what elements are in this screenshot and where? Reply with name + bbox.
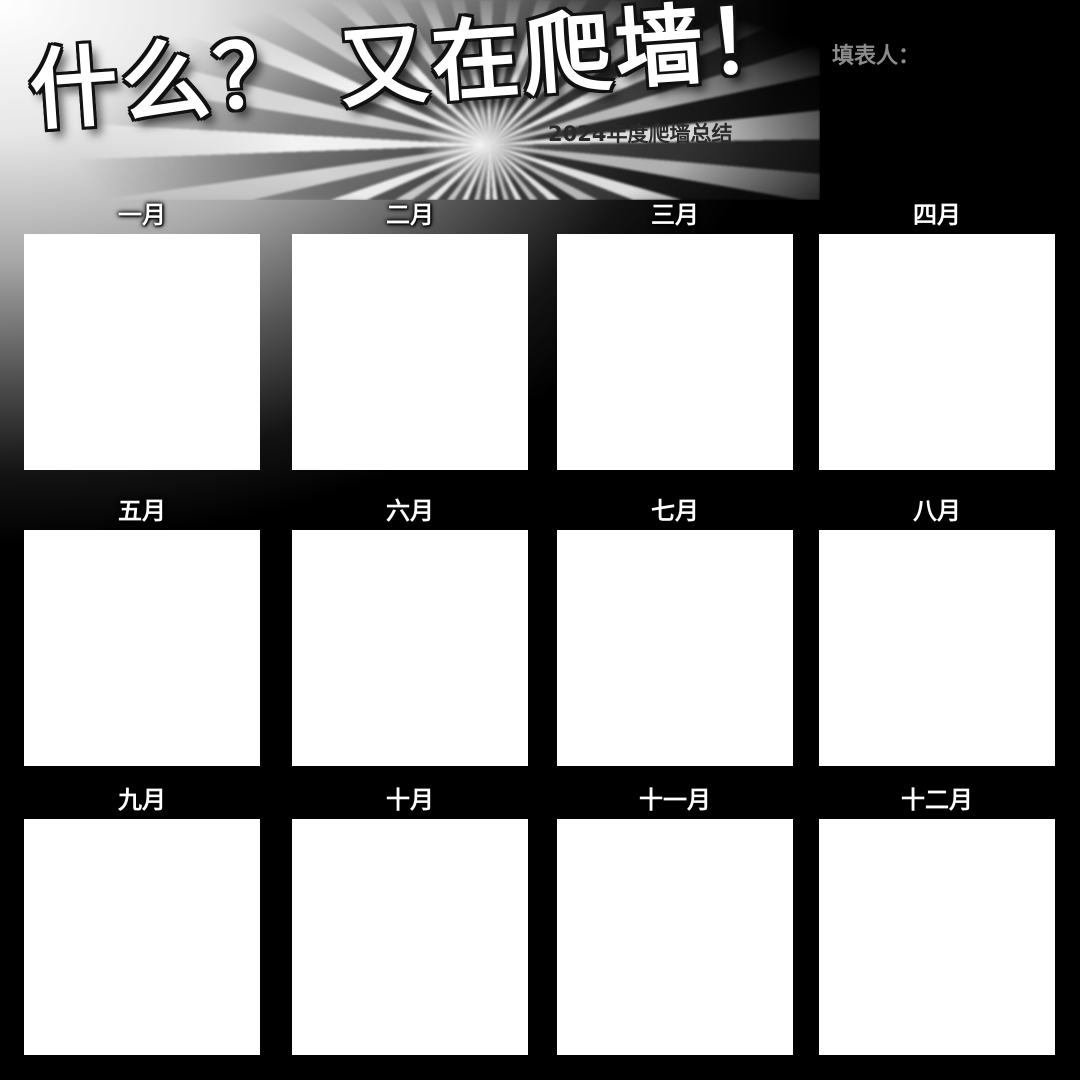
- month-cell-6: 六月: [292, 494, 528, 766]
- month-label: 十二月: [901, 786, 973, 814]
- month-image-slot[interactable]: [819, 234, 1055, 470]
- month-cell-3: 三月: [557, 198, 793, 470]
- filler-label: 填表人：: [832, 44, 921, 69]
- page-subtitle: 2024年度爬墙总结: [548, 122, 733, 146]
- month-label: 八月: [913, 497, 961, 525]
- month-cell-9: 九月: [24, 783, 260, 1055]
- month-label: 二月: [386, 201, 434, 229]
- month-cell-8: 八月: [819, 494, 1055, 766]
- month-label: 九月: [118, 786, 166, 814]
- month-cell-7: 七月: [557, 494, 793, 766]
- month-image-slot[interactable]: [557, 530, 793, 766]
- month-cell-5: 五月: [24, 494, 260, 766]
- month-label: 三月: [651, 201, 699, 229]
- month-cell-10: 十月: [292, 783, 528, 1055]
- month-label: 六月: [386, 497, 434, 525]
- sunburst-glow: [420, 100, 540, 190]
- month-cell-4: 四月: [819, 198, 1055, 470]
- month-label: 四月: [913, 201, 961, 229]
- month-label: 十一月: [639, 786, 711, 814]
- month-image-slot[interactable]: [292, 530, 528, 766]
- month-label: 一月: [118, 201, 166, 229]
- month-cell-2: 二月: [292, 198, 528, 470]
- month-image-slot[interactable]: [292, 234, 528, 470]
- month-image-slot[interactable]: [557, 819, 793, 1055]
- month-cell-11: 十一月: [557, 783, 793, 1055]
- month-label: 七月: [651, 497, 699, 525]
- month-image-slot[interactable]: [24, 234, 260, 470]
- month-label: 十月: [386, 786, 434, 814]
- month-image-slot[interactable]: [819, 819, 1055, 1055]
- month-label: 五月: [118, 497, 166, 525]
- month-cell-1: 一月: [24, 198, 260, 470]
- month-cell-12: 十二月: [819, 783, 1055, 1055]
- month-image-slot[interactable]: [819, 530, 1055, 766]
- month-image-slot[interactable]: [557, 234, 793, 470]
- month-image-slot[interactable]: [292, 819, 528, 1055]
- month-image-slot[interactable]: [24, 819, 260, 1055]
- month-image-slot[interactable]: [24, 530, 260, 766]
